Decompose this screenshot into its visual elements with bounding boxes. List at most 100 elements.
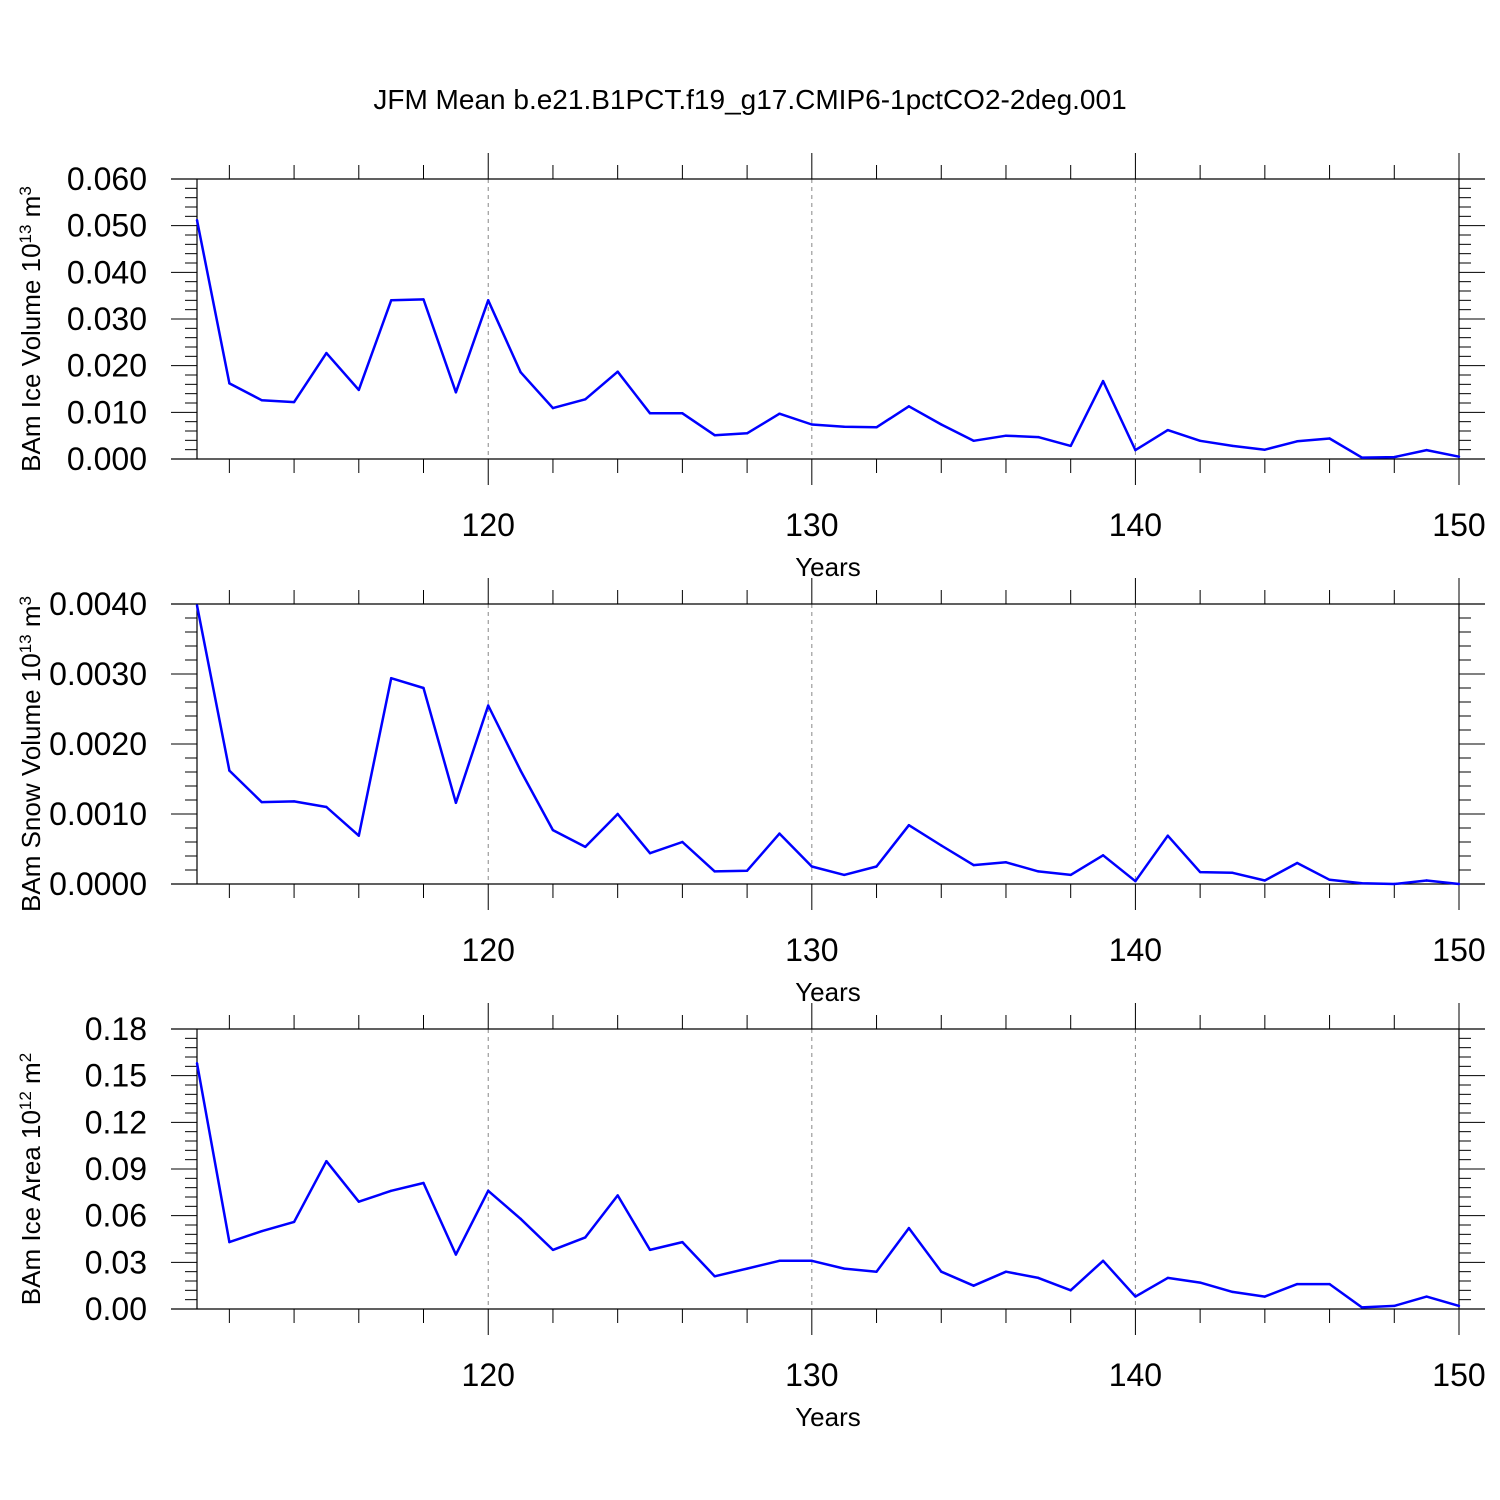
- data-point: [357, 388, 360, 392]
- y-tick-label: 0.15: [85, 1058, 147, 1094]
- chart-panel-1: 120 130 140 150 0.000 0.010 0.020 0.030 0.040 0.0…: [16, 153, 1486, 582]
- data-point: [778, 1259, 781, 1262]
- y-tick-label: 0.040: [67, 254, 147, 290]
- x-axis-title: Years: [795, 1402, 861, 1432]
- data-point: [292, 400, 296, 404]
- data-point: [551, 1248, 555, 1252]
- data-point: [810, 423, 814, 426]
- series-line: [195, 1062, 1460, 1309]
- data-point: [195, 218, 199, 222]
- y-tick-label: 0.09: [85, 1151, 147, 1187]
- data-point: [907, 1226, 911, 1230]
- data-point: [292, 800, 296, 803]
- data-point: [648, 852, 652, 855]
- data-point: [616, 1194, 619, 1197]
- data-point: [1037, 1276, 1040, 1280]
- data-point: [292, 1220, 296, 1224]
- data-point: [584, 1236, 587, 1239]
- data-point: [1231, 444, 1234, 448]
- data-point: [681, 412, 684, 415]
- data-point: [1037, 870, 1040, 873]
- data-point: [842, 425, 846, 428]
- data-point: [584, 398, 587, 401]
- x-tick-label: 120: [462, 507, 515, 543]
- data-point: [1166, 834, 1169, 837]
- data-point: [1393, 455, 1396, 459]
- data-point: [422, 686, 425, 690]
- data-point: [1263, 448, 1267, 451]
- data-point: [1296, 861, 1299, 865]
- data-point: [940, 1270, 943, 1273]
- data-point: [1296, 1282, 1299, 1286]
- data-point: [1328, 437, 1331, 440]
- data-point: [454, 1253, 458, 1256]
- data-point: [1263, 879, 1267, 882]
- y-tick-label: 0.12: [85, 1104, 147, 1140]
- data-point: [551, 406, 555, 410]
- data-point: [1393, 1304, 1396, 1308]
- data-point: [745, 432, 749, 435]
- data-point: [1101, 1259, 1105, 1262]
- data-point: [357, 1200, 360, 1203]
- data-point: [745, 869, 749, 872]
- x-tick-label: 120: [462, 1357, 515, 1393]
- data-point: [1360, 1306, 1364, 1309]
- data-point: [616, 370, 619, 373]
- data-point: [1004, 1270, 1008, 1273]
- y-tick-label: 0.000: [67, 441, 147, 477]
- data-point: [1457, 1304, 1461, 1308]
- data-point: [422, 1181, 425, 1185]
- data-point: [1069, 1289, 1072, 1292]
- y-tick-label: 0.00: [85, 1291, 147, 1327]
- data-point: [260, 800, 263, 804]
- data-point: [972, 863, 975, 867]
- data-point: [389, 299, 393, 302]
- data-point: [1425, 1295, 1428, 1298]
- y-tick-label: 0.0030: [49, 656, 147, 692]
- y-tick-label: 0.010: [67, 394, 147, 430]
- data-point: [875, 426, 878, 429]
- data-point: [1101, 854, 1105, 857]
- data-point: [972, 1284, 975, 1287]
- data-point: [422, 298, 425, 301]
- data-point: [519, 769, 522, 772]
- data-point: [487, 1189, 490, 1192]
- x-axis-title: Years: [795, 552, 861, 582]
- y-tick-label: 0.030: [67, 301, 147, 337]
- x-tick-label: 140: [1109, 932, 1162, 968]
- data-point: [1393, 882, 1396, 886]
- y-tick-label: 0.0010: [49, 796, 147, 832]
- data-point: [1198, 439, 1202, 442]
- data-point: [1360, 882, 1364, 885]
- chart-panel-2: 120 130 140 150 0.0000 0.0010 0.0020 0.0030 0.00…: [16, 578, 1486, 1007]
- data-point: [1101, 379, 1105, 383]
- data-point: [260, 399, 263, 402]
- data-point: [1134, 1295, 1137, 1298]
- data-point: [1457, 882, 1461, 886]
- data-point: [972, 439, 975, 442]
- data-point: [940, 423, 943, 426]
- data-point: [228, 1240, 231, 1244]
- y-tick-label: 0.06: [85, 1198, 147, 1234]
- data-point: [1069, 444, 1072, 448]
- data-point: [1004, 434, 1008, 437]
- data-point: [907, 824, 911, 827]
- data-point: [454, 801, 458, 804]
- y-tick-label: 0.18: [85, 1011, 147, 1047]
- data-point: [940, 844, 943, 847]
- data-point: [778, 412, 781, 415]
- x-tick-label: 130: [785, 1357, 838, 1393]
- data-point: [260, 1230, 263, 1233]
- x-tick-label: 130: [785, 507, 838, 543]
- figure-title: JFM Mean b.e21.B1PCT.f19_g17.CMIP6-1pctC…: [373, 84, 1127, 115]
- data-point: [778, 832, 781, 835]
- data-point: [745, 1267, 749, 1270]
- data-point: [875, 865, 878, 868]
- data-point: [1134, 448, 1137, 452]
- data-point: [681, 1240, 684, 1244]
- data-point: [1360, 456, 1364, 459]
- y-tick-label: 0.0040: [49, 586, 147, 622]
- y-tick-label: 0.03: [85, 1244, 147, 1280]
- y-tick-label: 0.0020: [49, 726, 147, 762]
- data-point: [487, 704, 490, 707]
